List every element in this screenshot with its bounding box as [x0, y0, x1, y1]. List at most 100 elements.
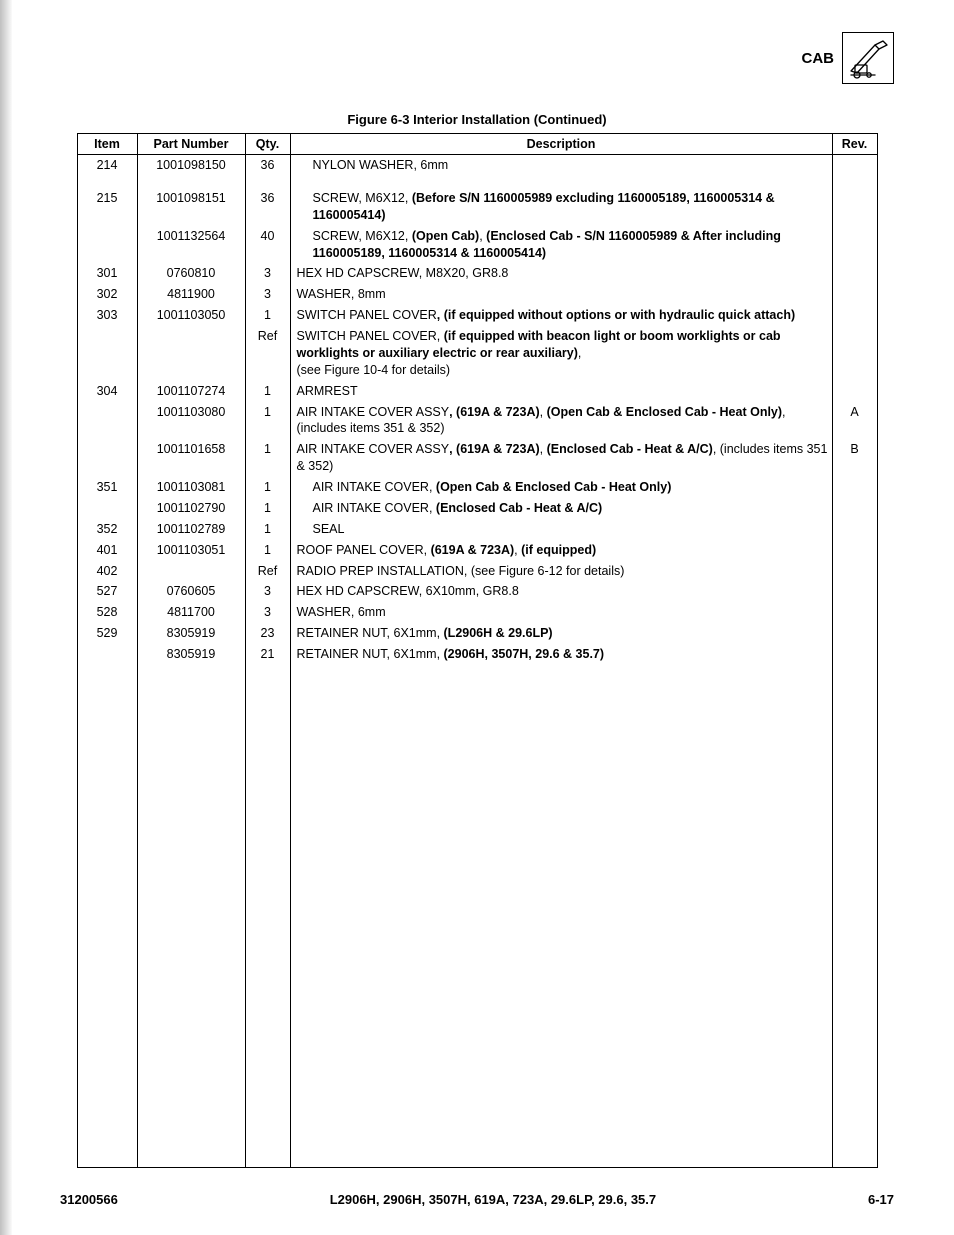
table-row: RefSWITCH PANEL COVER, (if equipped with… — [77, 326, 877, 381]
cell-rev — [832, 623, 877, 644]
col-item: Item — [77, 134, 137, 155]
cell-desc: SWITCH PANEL COVER, (if equipped without… — [290, 305, 832, 326]
col-desc: Description — [290, 134, 832, 155]
cell-desc: RETAINER NUT, 6X1mm, (2906H, 3507H, 29.6… — [290, 644, 832, 665]
cell-qty: 1 — [245, 477, 290, 498]
cell-desc: SEAL — [290, 519, 832, 540]
cell-qty: 1 — [245, 498, 290, 519]
cell-part: 1001132564 — [137, 226, 245, 264]
table-row: 30310011030501SWITCH PANEL COVER, (if eq… — [77, 305, 877, 326]
binding-shadow — [0, 0, 12, 1235]
table-row: 40110011030511ROOF PANEL COVER, (619A & … — [77, 540, 877, 561]
cell-rev — [832, 477, 877, 498]
cell-rev — [832, 188, 877, 226]
cell-rev — [832, 305, 877, 326]
cell-part: 1001101658 — [137, 439, 245, 477]
cell-rev — [832, 519, 877, 540]
cell-rev — [832, 155, 877, 176]
table-row: 30248119003WASHER, 8mm — [77, 284, 877, 305]
table-row: 402 RefRADIO PREP INSTALLATION, (see Figu… — [77, 561, 877, 582]
cell-part: 8305919 — [137, 623, 245, 644]
cell-qty: 36 — [245, 188, 290, 226]
cell-part: 8305919 — [137, 644, 245, 665]
cell-part: 1001103080 — [137, 402, 245, 440]
cell-desc: HEX HD CAPSCREW, 6X10mm, GR8.8 — [290, 581, 832, 602]
cell-qty: 1 — [245, 540, 290, 561]
cell-rev: A — [832, 402, 877, 440]
cell-qty: Ref — [245, 326, 290, 381]
cell-qty: 1 — [245, 439, 290, 477]
cell-desc: RADIO PREP INSTALLATION, (see Figure 6-1… — [290, 561, 832, 582]
cell-desc: SCREW, M6X12, (Before S/N 1160005989 exc… — [290, 188, 832, 226]
section-label: CAB — [802, 50, 835, 67]
cell-part: 1001103081 — [137, 477, 245, 498]
spacer-row — [77, 176, 877, 188]
cell-desc: HEX HD CAPSCREW, M8X20, GR8.8 — [290, 263, 832, 284]
cell-item: 352 — [77, 519, 137, 540]
table-row: 529830591923RETAINER NUT, 6X1mm, (L2906H… — [77, 623, 877, 644]
figure-title: Figure 6-3 Interior Installation (Contin… — [60, 112, 894, 127]
cell-part: 0760605 — [137, 581, 245, 602]
cell-item — [77, 402, 137, 440]
cell-qty: 21 — [245, 644, 290, 665]
table-row: 35210011027891SEAL — [77, 519, 877, 540]
cell-part: 1001103050 — [137, 305, 245, 326]
cell-desc: AIR INTAKE COVER ASSY, (619A & 723A), (O… — [290, 402, 832, 440]
table-row: 10011016581AIR INTAKE COVER ASSY, (619A … — [77, 439, 877, 477]
cell-qty: 3 — [245, 602, 290, 623]
cell-qty: 1 — [245, 402, 290, 440]
cell-desc: RETAINER NUT, 6X1mm, (L2906H & 29.6LP) — [290, 623, 832, 644]
cell-item — [77, 644, 137, 665]
fill-row — [77, 665, 877, 1168]
cell-item: 528 — [77, 602, 137, 623]
cell-qty: 40 — [245, 226, 290, 264]
cell-part: 0760810 — [137, 263, 245, 284]
cell-rev: B — [832, 439, 877, 477]
table-row: 10011030801AIR INTAKE COVER ASSY, (619A … — [77, 402, 877, 440]
cell-item — [77, 326, 137, 381]
cell-rev — [832, 498, 877, 519]
cell-rev — [832, 561, 877, 582]
cell-rev — [832, 581, 877, 602]
cell-item: 402 — [77, 561, 137, 582]
cell-item: 529 — [77, 623, 137, 644]
col-rev: Rev. — [832, 134, 877, 155]
table-row: 100113256440SCREW, M6X12, (Open Cab), (E… — [77, 226, 877, 264]
cell-desc: SCREW, M6X12, (Open Cab), (Enclosed Cab … — [290, 226, 832, 264]
footer-left: 31200566 — [60, 1192, 118, 1207]
cell-desc: WASHER, 8mm — [290, 284, 832, 305]
cell-rev — [832, 326, 877, 381]
cell-qty: 1 — [245, 381, 290, 402]
cell-part — [137, 326, 245, 381]
footer-right: 6-17 — [868, 1192, 894, 1207]
cell-part: 1001102790 — [137, 498, 245, 519]
cell-part: 1001098151 — [137, 188, 245, 226]
page-footer: 31200566 L2906H, 2906H, 3507H, 619A, 723… — [60, 1192, 894, 1207]
cell-desc: AIR INTAKE COVER, (Enclosed Cab - Heat &… — [290, 498, 832, 519]
cell-part — [137, 561, 245, 582]
page-header: CAB — [60, 32, 894, 84]
table-row: 30107608103HEX HD CAPSCREW, M8X20, GR8.8 — [77, 263, 877, 284]
cell-part: 1001107274 — [137, 381, 245, 402]
cell-item: 303 — [77, 305, 137, 326]
cell-desc: SWITCH PANEL COVER, (if equipped with be… — [290, 326, 832, 381]
cell-qty: 3 — [245, 263, 290, 284]
cell-qty: 1 — [245, 519, 290, 540]
cell-item: 214 — [77, 155, 137, 176]
cell-rev — [832, 644, 877, 665]
table-row: 830591921RETAINER NUT, 6X1mm, (2906H, 35… — [77, 644, 877, 665]
cell-item — [77, 498, 137, 519]
telehandler-icon — [842, 32, 894, 84]
cell-qty: 23 — [245, 623, 290, 644]
cell-qty: 36 — [245, 155, 290, 176]
cell-desc: NYLON WASHER, 6mm — [290, 155, 832, 176]
cell-item — [77, 226, 137, 264]
cell-qty: Ref — [245, 561, 290, 582]
cell-item: 215 — [77, 188, 137, 226]
page: CAB Figure 6-3 Interior Installation (Co… — [0, 0, 954, 1235]
cell-item: 301 — [77, 263, 137, 284]
table-row: 215100109815136SCREW, M6X12, (Before S/N… — [77, 188, 877, 226]
cell-item: 302 — [77, 284, 137, 305]
cell-part: 4811900 — [137, 284, 245, 305]
cell-item: 527 — [77, 581, 137, 602]
